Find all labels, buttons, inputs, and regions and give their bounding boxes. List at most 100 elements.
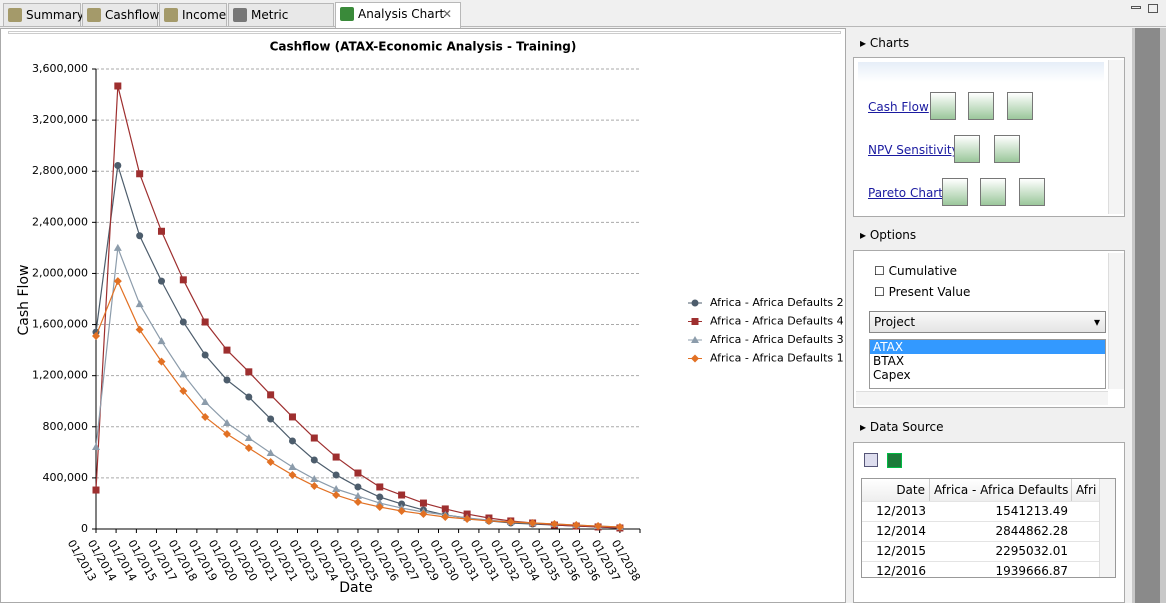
legend-label: Africa - Africa Defaults 2	[710, 296, 844, 309]
dropdown[interactable]: Project ▾	[869, 311, 1106, 333]
marker	[353, 492, 362, 500]
y-tick-label: 2,400,000	[32, 215, 88, 228]
marker	[572, 521, 581, 530]
y-axis-label: Cash Flow	[16, 265, 32, 336]
marker	[267, 415, 275, 423]
marker	[113, 277, 122, 286]
icon[interactable]	[930, 92, 956, 120]
y-tick-label: 400,000	[43, 471, 89, 484]
table-cell: 12/2016	[876, 564, 926, 578]
section-title: Options	[869, 228, 917, 242]
icon[interactable]	[1007, 92, 1033, 120]
list-item[interactable]: ATAX	[870, 340, 1105, 354]
icon[interactable]	[954, 135, 980, 163]
table-row[interactable]: 12/2016 1939666.87	[862, 562, 1115, 578]
checkbox[interactable]: ☐ Cumulative	[874, 264, 958, 278]
copy-icon[interactable]	[864, 453, 878, 467]
data-box: Date Africa - Africa Defaults 2Afri 12/201…	[853, 442, 1125, 603]
tab[interactable]: Cashflow	[82, 3, 160, 26]
tab-label: Cashflow	[105, 8, 160, 22]
y-tick-label: 0	[81, 522, 88, 535]
table-cell: 1541213.49	[995, 504, 1068, 518]
icon[interactable]	[994, 135, 1020, 163]
marker	[114, 161, 122, 169]
maximize[interactable]	[1148, 4, 1158, 13]
marker	[691, 336, 699, 343]
scrollbar[interactable]	[1108, 253, 1124, 389]
chart-link[interactable]: Cash Flow	[868, 100, 929, 114]
marker	[288, 463, 297, 471]
marker	[136, 232, 144, 240]
marker	[245, 368, 253, 376]
tab[interactable]: Summary	[3, 3, 84, 26]
table-row[interactable]: 12/2015 2295032.01	[862, 542, 1115, 562]
table-row[interactable]: 12/2013 1541213.49	[862, 502, 1115, 522]
y-tick-label: 3,600,000	[32, 62, 88, 75]
marker	[376, 483, 384, 491]
icon[interactable]	[968, 92, 994, 120]
section-header[interactable]: ▸ Data Source	[860, 420, 944, 434]
marker	[310, 475, 319, 483]
chart-link[interactable]: NPV Sensitivity	[868, 143, 959, 157]
marker	[267, 391, 275, 399]
marker	[222, 418, 231, 426]
marker	[506, 517, 515, 526]
marker	[594, 522, 603, 531]
marker	[310, 434, 318, 442]
marker	[266, 458, 275, 467]
marker	[375, 499, 384, 507]
x-axis-label: Date	[339, 580, 372, 596]
checkbox-label: Present Value	[888, 285, 971, 299]
section-header[interactable]: ▸ Options	[860, 228, 917, 242]
scrollbar[interactable]	[1099, 479, 1115, 577]
marker	[114, 82, 122, 90]
y-tick-label: 2,000,000	[32, 266, 88, 279]
list-item[interactable]: BTAX	[873, 354, 905, 368]
dropdown-label: Project	[874, 315, 916, 329]
marker	[397, 506, 406, 515]
marker	[179, 387, 188, 395]
section-header[interactable]: ▸ Charts	[860, 36, 910, 50]
marker	[419, 510, 428, 519]
chart-title: Cashflow (ATAX-Economic Analysis - Train…	[270, 40, 577, 54]
marker	[484, 516, 493, 525]
table-cell: 2295032.01	[995, 544, 1068, 558]
marker	[691, 299, 699, 307]
excel-icon[interactable]	[887, 453, 902, 468]
checkbox[interactable]: ☐ Present Value	[874, 285, 971, 299]
scrollbar[interactable]	[1108, 60, 1124, 214]
table-cell: 12/2014	[876, 524, 926, 538]
marker	[201, 412, 210, 421]
table-row[interactable]: 12/2014 2844862.28	[862, 522, 1115, 542]
marker	[92, 442, 100, 450]
list-item[interactable]: Capex	[873, 368, 911, 382]
table-cell: 12/2013	[876, 504, 926, 518]
marker	[244, 443, 253, 452]
tab-active[interactable]: Analysis Chart ✕	[335, 2, 461, 28]
marker	[135, 300, 144, 308]
table-header: Date Africa - Africa Defaults 2Afri	[862, 479, 1115, 502]
marker	[332, 471, 340, 479]
chart-link[interactable]: Pareto Chart	[868, 186, 943, 200]
marker	[223, 346, 231, 354]
icon[interactable]	[1019, 178, 1045, 206]
column-header: Date	[862, 479, 930, 501]
marker	[201, 397, 210, 405]
legend-label: Africa - Africa Defaults 3	[710, 333, 844, 346]
box-header	[858, 62, 1104, 82]
marker	[92, 486, 100, 494]
marker	[244, 434, 253, 442]
marker	[157, 357, 166, 366]
marker	[113, 243, 122, 251]
minimize[interactable]	[1131, 6, 1141, 9]
icon[interactable]	[942, 178, 968, 206]
marker	[528, 518, 537, 527]
tab[interactable]: Income	[159, 3, 227, 26]
icon[interactable]	[980, 178, 1006, 206]
marker	[288, 437, 296, 445]
h-scrollbar[interactable]	[856, 391, 1108, 405]
table: Date Africa - Africa Defaults 2Afri 12/201…	[861, 478, 1116, 578]
marker	[398, 500, 406, 508]
marker	[288, 413, 296, 421]
